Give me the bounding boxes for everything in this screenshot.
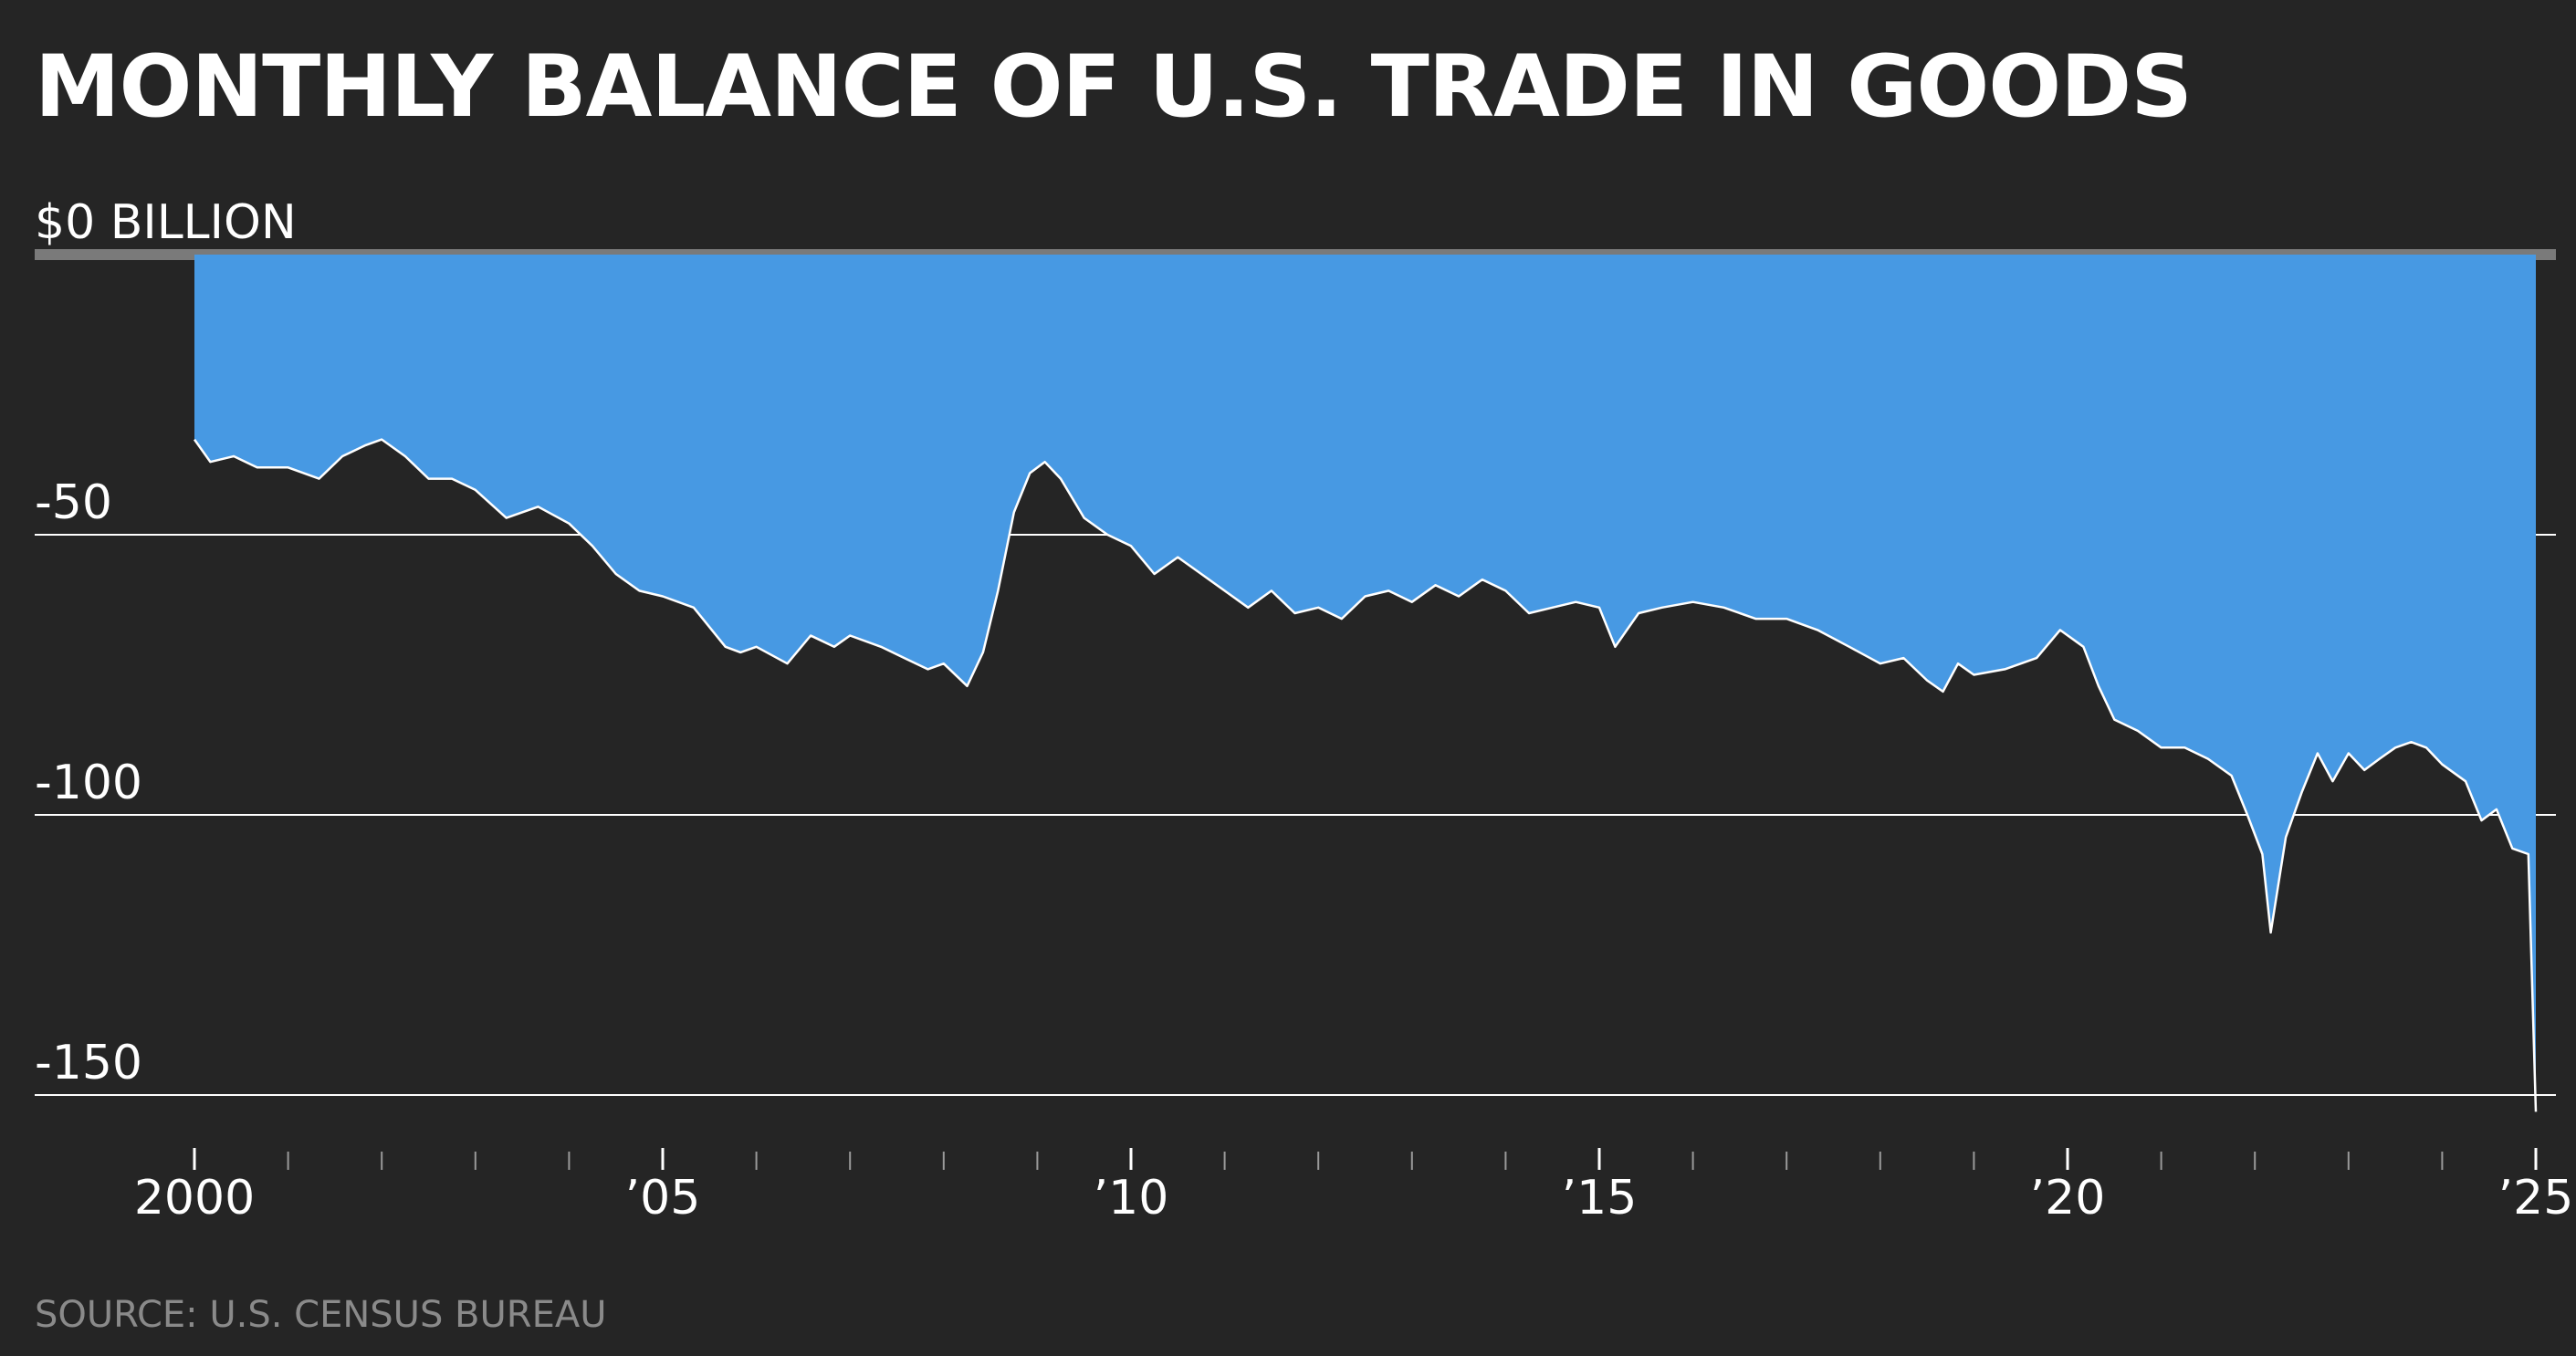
- x-tick-label: ’10: [1094, 1171, 1169, 1226]
- x-tick-label: 2000: [134, 1171, 255, 1226]
- x-tick-label: ’25: [2498, 1171, 2574, 1226]
- y-tick-label: $0 BILLION: [35, 195, 297, 250]
- plot-area: [193, 255, 2538, 1112]
- y-tick-label: -50: [35, 475, 112, 530]
- x-axis: 2000 ’05 ’10 ’15 ’20 ’25: [134, 1148, 2574, 1226]
- x-tick-label: ’05: [625, 1171, 701, 1226]
- x-tick-label: ’20: [2030, 1171, 2106, 1226]
- y-tick-label: -100: [35, 756, 142, 810]
- series-area: [194, 255, 2536, 1112]
- series-line: [193, 438, 2538, 1112]
- y-tick-label: -150: [35, 1036, 142, 1090]
- y-axis-labels: $0 BILLION -50 -100 -150: [35, 195, 297, 1090]
- x-tick-label: ’15: [1562, 1171, 1638, 1226]
- chart-title: MONTHLY BALANCE OF U.S. TRADE IN GOODS: [35, 37, 2193, 137]
- source-note: SOURCE: U.S. CENSUS BUREAU: [35, 1294, 607, 1336]
